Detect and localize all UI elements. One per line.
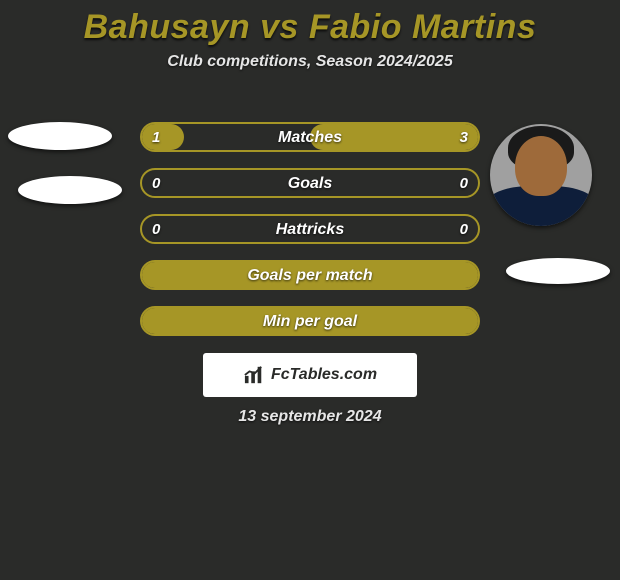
stat-value-left: 0: [152, 216, 160, 244]
bar-chart-icon: [243, 365, 265, 385]
stat-value-right: 3: [460, 124, 468, 152]
stat-label: Hattricks: [276, 221, 344, 238]
stat-label: Matches: [278, 129, 342, 146]
stat-bars: 1 3 Matches 0 0 Goals 0 0 Hattricks Goals per mat…: [140, 122, 480, 352]
player-left-name-placeholder: [18, 176, 122, 204]
player-right-name-placeholder: [506, 258, 610, 284]
comparison-card: Bahusayn vs Fabio Martins Club competiti…: [0, 0, 620, 580]
page-title: Bahusayn vs Fabio Martins: [0, 0, 620, 47]
stat-bar-fill-left: [142, 124, 184, 150]
stat-value-left: 1: [152, 124, 160, 152]
stat-bar: 0 0 Goals: [140, 168, 480, 198]
stat-bar: Min per goal: [140, 306, 480, 336]
stat-bar: 1 3 Matches: [140, 122, 480, 152]
watermark: FcTables.com: [203, 353, 417, 397]
player-left-photo-placeholder: [8, 122, 112, 150]
stat-value-right: 0: [460, 216, 468, 244]
stat-label: Goals: [288, 175, 332, 192]
stat-value-right: 0: [460, 170, 468, 198]
stat-label: Min per goal: [263, 313, 357, 330]
stat-bar: 0 0 Hattricks: [140, 214, 480, 244]
stat-label: Goals per match: [247, 267, 372, 284]
stat-bar: Goals per match: [140, 260, 480, 290]
date-text: 13 september 2024: [0, 408, 620, 426]
page-subtitle: Club competitions, Season 2024/2025: [0, 53, 620, 71]
player-right-photo: [490, 124, 592, 226]
watermark-text: FcTables.com: [271, 366, 377, 384]
stat-value-left: 0: [152, 170, 160, 198]
